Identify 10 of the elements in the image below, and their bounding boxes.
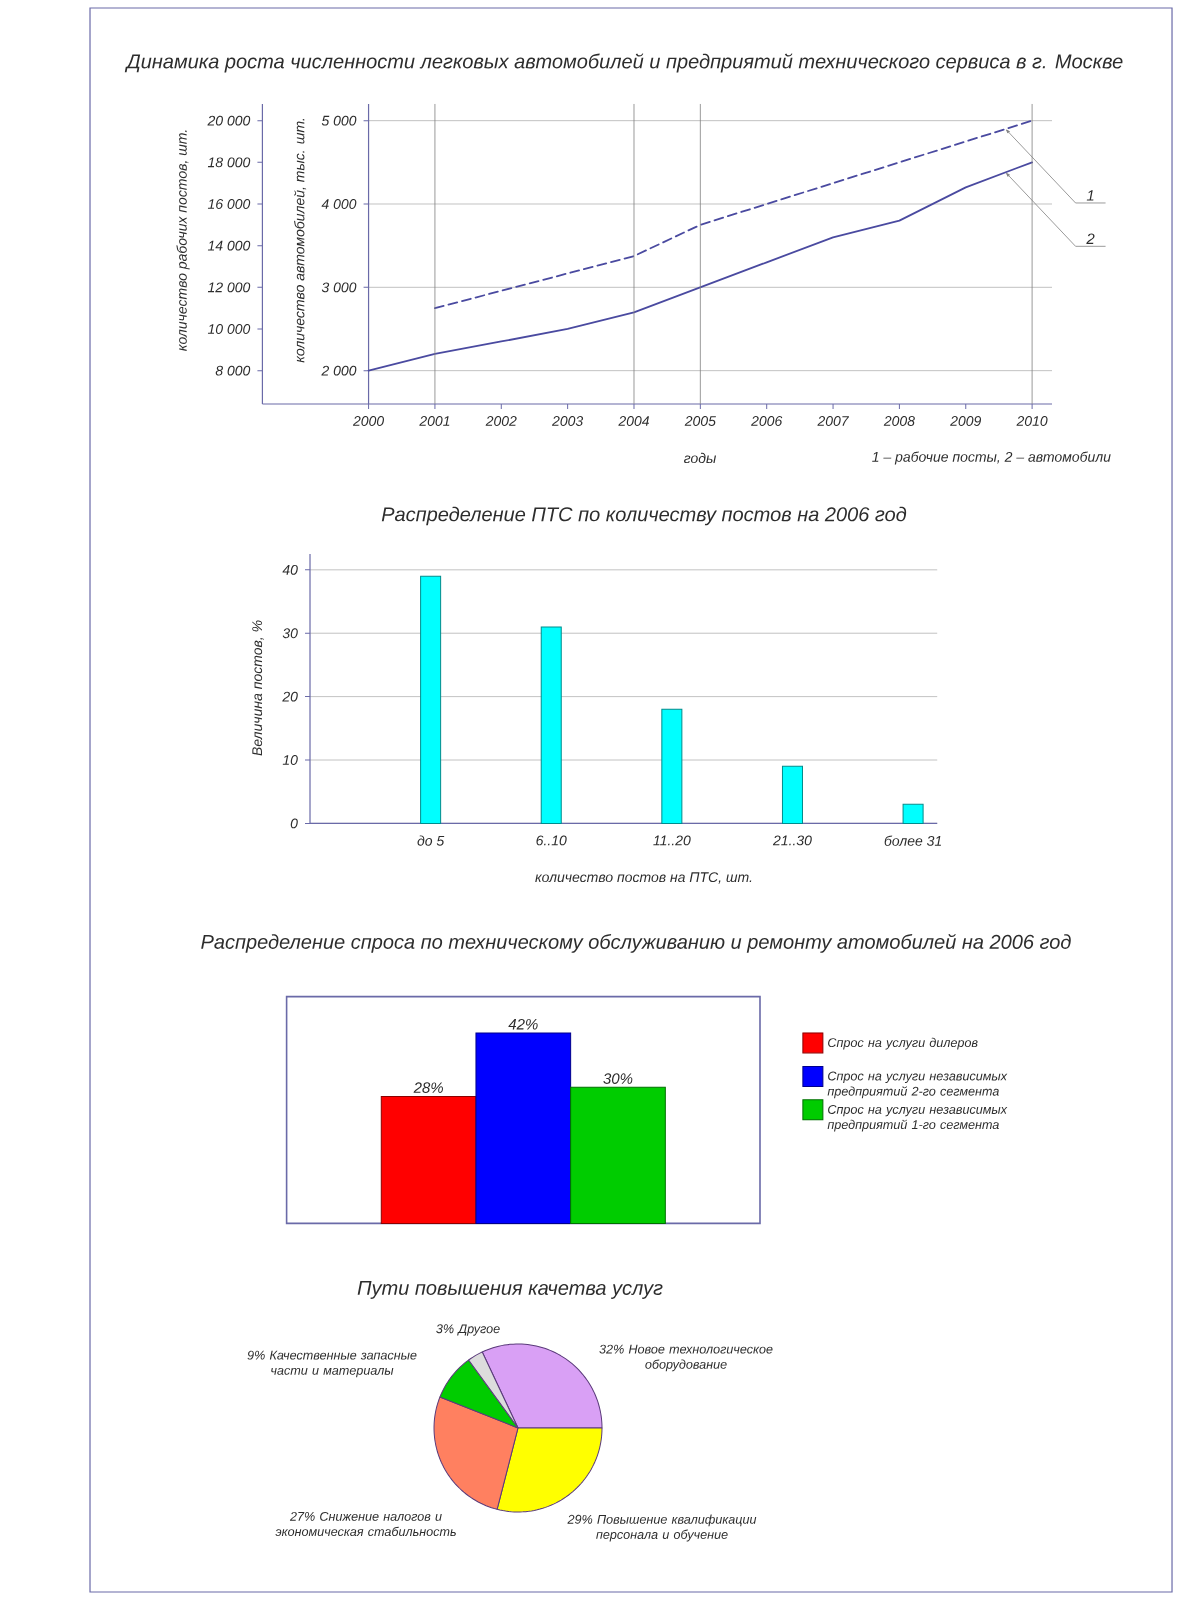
chart-title: Распределение спроса по техническому обслуживанию и ремонту атомобилей на 2006 год (201, 933, 1071, 953)
bar (781, 765, 803, 824)
chart-title: Динамика роста численности легковых автомобилей и предприятий технического сервиса в г. Москве (124, 53, 1123, 73)
bar (661, 708, 683, 824)
chart-title: Распределение ПТС по количеству постов на 2006 год (381, 506, 907, 526)
bar (420, 575, 442, 824)
bar (540, 626, 562, 824)
bar (902, 803, 924, 824)
line-series (434, 119, 1034, 310)
chart-title: Пути повышения качетва услуг (357, 1281, 663, 1299)
